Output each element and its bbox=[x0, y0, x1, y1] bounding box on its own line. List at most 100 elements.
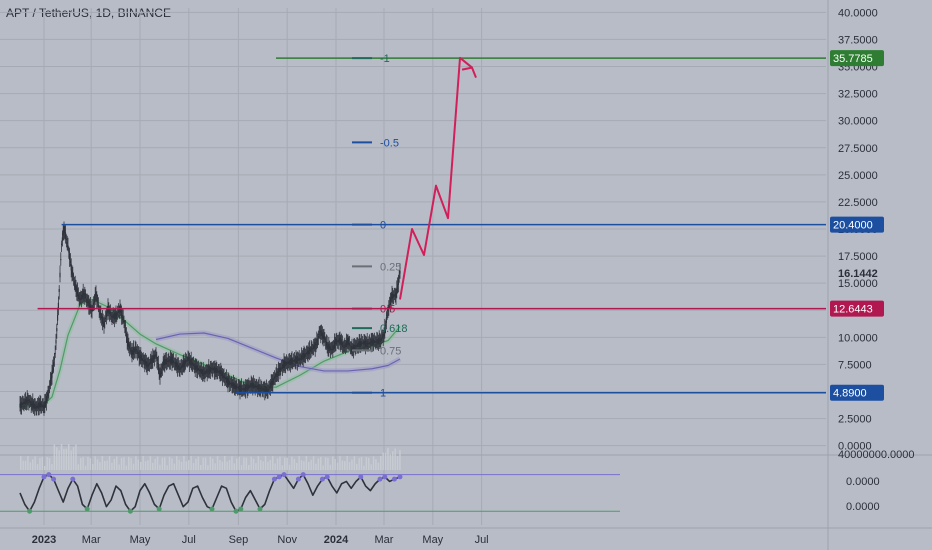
candle-body bbox=[296, 359, 298, 361]
volume-bar bbox=[32, 459, 34, 470]
candle-body bbox=[21, 401, 23, 408]
volume-bar bbox=[58, 450, 60, 470]
volume-bar bbox=[41, 457, 44, 470]
candle-body bbox=[321, 332, 323, 338]
volume-bar bbox=[113, 459, 116, 470]
oscillator-low-dot bbox=[84, 506, 90, 512]
volume-bar bbox=[341, 460, 344, 470]
candle-body bbox=[29, 401, 31, 403]
candle-body bbox=[361, 341, 363, 346]
candle-body bbox=[224, 377, 226, 379]
candle-body bbox=[345, 343, 347, 347]
candle-body bbox=[312, 347, 314, 349]
candle-body bbox=[345, 340, 347, 348]
candle-body bbox=[123, 321, 125, 323]
candle-body bbox=[291, 358, 293, 365]
candle-body bbox=[289, 358, 291, 365]
candle-body bbox=[246, 384, 248, 392]
volume-bar bbox=[351, 459, 353, 470]
candle-body bbox=[349, 343, 351, 347]
candle-body bbox=[271, 380, 273, 386]
candle-body bbox=[182, 362, 184, 368]
candle-body bbox=[73, 278, 75, 280]
price-tag bbox=[830, 384, 884, 401]
candle-body bbox=[307, 350, 309, 355]
candle-body bbox=[337, 340, 339, 342]
volume-bar bbox=[166, 465, 168, 470]
candle-body bbox=[183, 360, 185, 368]
volume-bar bbox=[284, 457, 286, 470]
candle-body bbox=[171, 356, 173, 364]
candle-body bbox=[151, 358, 153, 362]
candle-body bbox=[213, 368, 215, 371]
candle-body bbox=[313, 345, 315, 350]
candle-body bbox=[367, 343, 369, 345]
volume-bar bbox=[396, 456, 399, 470]
candle-body bbox=[364, 341, 366, 345]
candle-body bbox=[286, 362, 288, 364]
oscillator-low-dot bbox=[238, 506, 244, 512]
candle-body bbox=[25, 399, 27, 403]
candle-body bbox=[144, 359, 146, 365]
price-tick-label: 40.0000 bbox=[838, 7, 878, 19]
candle-body bbox=[71, 270, 73, 275]
candle-body bbox=[109, 310, 111, 315]
candle-body bbox=[206, 368, 208, 374]
volume-bar bbox=[34, 456, 36, 470]
volume-bar bbox=[228, 459, 231, 470]
volume-bar bbox=[291, 456, 293, 470]
candle-body bbox=[28, 398, 30, 403]
oscillator-high-dot bbox=[358, 474, 364, 480]
oscillator-low-dot bbox=[127, 508, 133, 514]
candle-body bbox=[91, 309, 93, 312]
volume-bar bbox=[329, 464, 332, 470]
candle-body bbox=[189, 361, 191, 363]
candle-body bbox=[82, 291, 84, 299]
candle-body bbox=[329, 347, 331, 349]
candle-body bbox=[160, 371, 162, 375]
oscillator-low-dot bbox=[27, 508, 33, 514]
candle-body bbox=[181, 364, 183, 368]
candle-body bbox=[282, 364, 284, 367]
candle-body bbox=[205, 371, 207, 373]
candle-body bbox=[100, 312, 102, 319]
candle-body bbox=[377, 338, 379, 344]
candle-body bbox=[372, 338, 374, 345]
candle-body bbox=[98, 308, 100, 311]
candle-body bbox=[83, 293, 85, 295]
candle-body bbox=[138, 351, 140, 360]
time-axis-label: Nov bbox=[277, 534, 297, 546]
candle-body bbox=[137, 350, 139, 355]
candle-body bbox=[134, 347, 136, 353]
volume-bar bbox=[382, 452, 384, 470]
volume-bar bbox=[293, 458, 296, 470]
candle-body bbox=[146, 361, 148, 368]
price-tick-label: 2.5000 bbox=[838, 414, 872, 426]
candle-body bbox=[387, 309, 389, 311]
candle-body bbox=[53, 357, 55, 360]
candle-body bbox=[177, 364, 179, 370]
volume-bar bbox=[358, 458, 360, 470]
price-tag bbox=[830, 216, 884, 233]
volume-bar bbox=[104, 460, 106, 470]
volume-bar bbox=[87, 456, 89, 470]
volume-bar bbox=[216, 456, 219, 470]
candle-body bbox=[89, 303, 91, 308]
candle-body bbox=[352, 348, 354, 350]
candle-body bbox=[277, 372, 279, 374]
candle-body bbox=[302, 353, 304, 360]
candle-body bbox=[86, 299, 88, 303]
candle-body bbox=[33, 404, 35, 407]
volume-bar bbox=[120, 457, 123, 470]
candle-body bbox=[45, 395, 47, 404]
volume-bar bbox=[130, 458, 132, 470]
volume-bar bbox=[334, 458, 336, 470]
candle-body bbox=[315, 344, 317, 346]
candle-body bbox=[116, 314, 118, 316]
candle-body bbox=[58, 289, 60, 292]
candle-body bbox=[127, 341, 129, 347]
volume-bar bbox=[188, 460, 190, 470]
price-tick-label: 17.5000 bbox=[838, 251, 878, 263]
candle-body bbox=[31, 403, 33, 405]
